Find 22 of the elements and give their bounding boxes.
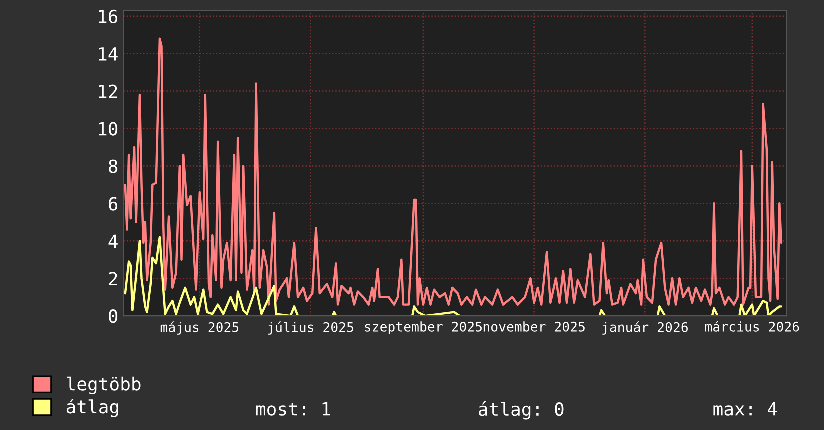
y-tick-label: 4 — [108, 234, 118, 248]
line-series — [124, 236, 783, 316]
y-tick-label: 6 — [109, 197, 118, 211]
text: max: 4 — [714, 402, 778, 416]
legend-label: legtöbb — [67, 376, 141, 395]
y-tick-label: 10 — [99, 122, 118, 136]
x-tick-label: január 2026 — [602, 322, 688, 335]
y-tick-label: 0 — [109, 310, 118, 324]
text: átlag: 0 — [479, 401, 564, 420]
legend-label: átlag — [66, 399, 118, 418]
text: most: 1 — [256, 402, 330, 416]
x-tick-label: május 2025 — [160, 322, 239, 335]
x-tick-label: március 2026 — [705, 321, 800, 332]
y-tick-label: 12 — [99, 84, 118, 98]
y-tick-label: 2 — [109, 272, 118, 286]
y-tick-label: 14 — [99, 48, 118, 61]
x-tick-label: július 2025 — [268, 322, 354, 335]
x-tick-label: szeptember 2025 — [365, 322, 482, 334]
y-tick-label: 16 — [99, 10, 118, 24]
line-series — [124, 38, 783, 306]
y-tick-label: 8 — [109, 160, 118, 174]
x-tick-label: november 2025 — [484, 322, 585, 332]
